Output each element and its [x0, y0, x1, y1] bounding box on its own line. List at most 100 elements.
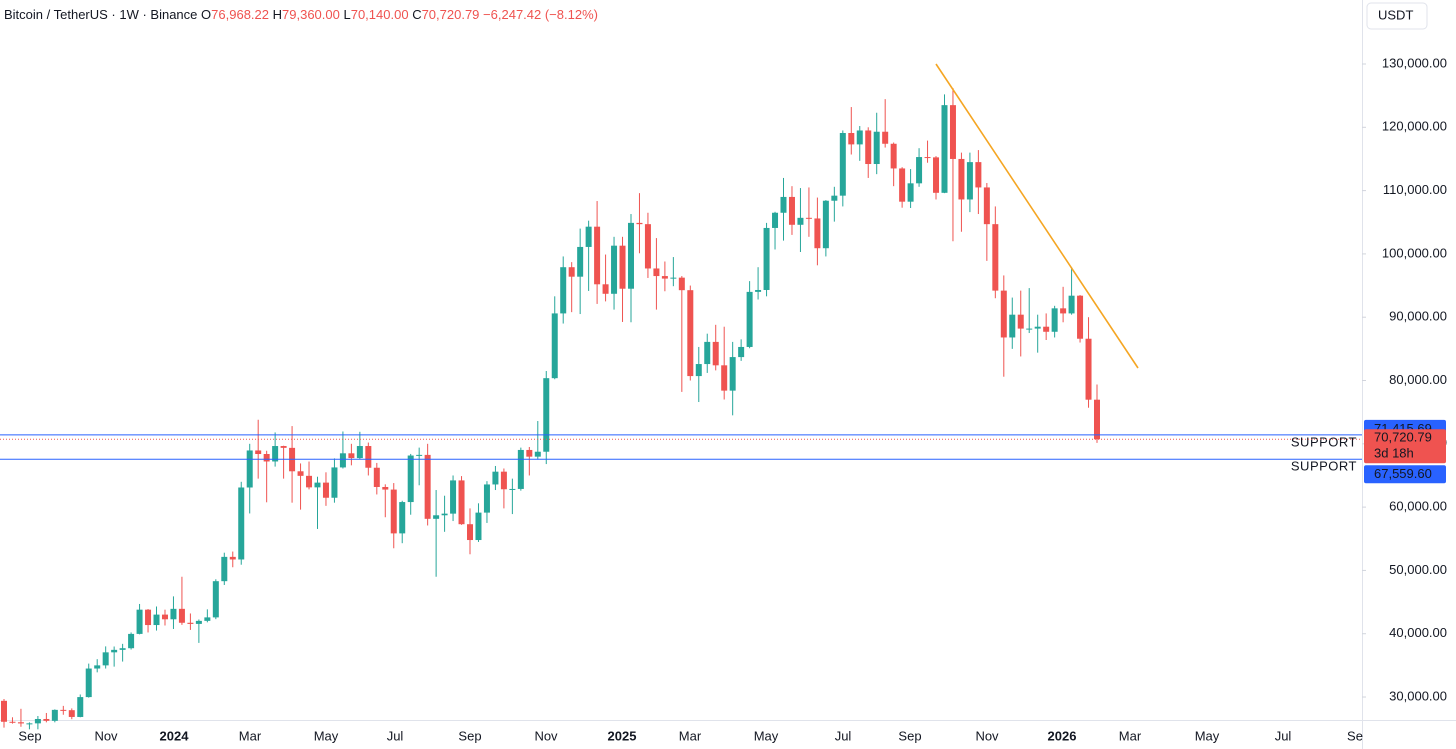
candle-body	[619, 245, 626, 289]
countdown-label: 3d 18h	[1374, 446, 1414, 461]
candle-body	[229, 556, 236, 560]
support-label: SUPPORT	[1291, 434, 1357, 449]
candle-body	[594, 226, 601, 285]
y-tick-label: 120,000.00	[1382, 119, 1447, 134]
x-tick-label: Se	[1347, 728, 1363, 743]
candle-body	[407, 455, 414, 503]
x-tick-label: 2024	[160, 728, 190, 743]
candle-body	[534, 451, 541, 457]
y-tick-label: 110,000.00	[1383, 182, 1447, 197]
candle-body	[602, 284, 609, 294]
candle-body	[1009, 314, 1016, 338]
header-text: Bitcoin / TetherUS · 1W · Binance	[4, 7, 197, 22]
candle-body	[450, 480, 457, 514]
y-tick-label: 60,000.00	[1389, 499, 1447, 514]
candle-body	[1068, 295, 1075, 314]
candle-body	[729, 357, 736, 391]
candle-body	[314, 482, 321, 488]
x-tick-label: Jul	[387, 728, 404, 743]
candle-body	[390, 489, 397, 534]
candle-body	[738, 346, 745, 358]
x-tick-label: Sep	[18, 728, 41, 743]
candle-body	[322, 482, 329, 498]
candle-body	[9, 721, 16, 723]
y-tick-label: 30,000.00	[1389, 688, 1447, 703]
candle-body	[416, 454, 423, 456]
candle-body	[51, 709, 58, 721]
candle-body	[153, 614, 160, 626]
candle-body	[856, 130, 863, 145]
x-tick-label: Mar	[679, 728, 702, 743]
candle-body	[627, 222, 634, 289]
candle-body	[246, 450, 253, 488]
header-text: L	[343, 7, 350, 22]
candle-body	[467, 524, 474, 541]
candle-body	[975, 162, 982, 188]
candle-body	[178, 608, 185, 623]
candle-body	[611, 245, 618, 294]
candle-body	[755, 289, 762, 292]
candle-body	[187, 622, 194, 624]
price-tag	[1364, 429, 1446, 464]
candle-body	[1060, 308, 1067, 314]
candle-body	[890, 143, 897, 169]
candle-body	[306, 475, 313, 488]
candle-body	[263, 454, 270, 462]
candle-body	[526, 449, 533, 457]
candle-body	[678, 277, 685, 291]
candle-body	[441, 513, 448, 516]
candle-body	[119, 648, 126, 650]
candle-body	[916, 157, 923, 184]
candle-body	[399, 502, 406, 534]
price-tag-label: 70,720.79	[1374, 430, 1432, 445]
header-text: 70,720.79	[422, 7, 480, 22]
candle-body	[1, 700, 7, 722]
candle-body	[509, 488, 516, 490]
candle-body	[1094, 399, 1100, 440]
candle-body	[670, 277, 677, 279]
candle-body	[1034, 326, 1041, 329]
candle-body	[704, 341, 711, 365]
candle-body	[644, 224, 651, 269]
candle-body	[356, 446, 363, 459]
x-tick-label: 2025	[608, 728, 637, 743]
candle-body	[568, 267, 575, 277]
candle-body	[26, 723, 33, 725]
y-tick-label: 130,000.00	[1382, 55, 1447, 70]
candle-body	[1000, 290, 1007, 338]
header-text: 76,968.22	[211, 7, 269, 22]
candle-body	[60, 709, 67, 711]
header: Bitcoin / TetherUS · 1W · Binance O76,96…	[4, 7, 598, 22]
candle-body	[1026, 328, 1033, 330]
candle-body	[483, 484, 490, 513]
candle-body	[77, 697, 84, 717]
candle-body	[585, 226, 592, 247]
candle-body	[161, 614, 168, 620]
x-tick-label: May	[314, 728, 339, 743]
y-tick-label: 100,000.00	[1382, 245, 1447, 260]
candle-body	[195, 620, 202, 624]
x-tick-label: May	[754, 728, 779, 743]
candle-body	[814, 218, 821, 249]
x-tick-label: Nov	[94, 728, 118, 743]
candle-body	[373, 467, 380, 487]
candle-body	[102, 652, 109, 666]
candle-body	[687, 290, 694, 377]
candle-body	[839, 132, 846, 196]
candle-body	[111, 649, 118, 653]
candle-body	[68, 710, 75, 717]
candle-body	[272, 446, 279, 462]
candle-body	[780, 196, 787, 213]
candle-body	[517, 449, 524, 489]
header-text: 79,360.00	[282, 7, 340, 22]
candle-body	[212, 581, 219, 618]
price-tag	[1364, 465, 1446, 484]
candle-body	[746, 291, 753, 347]
candle-body	[280, 446, 287, 448]
x-tick-label: Jul	[835, 728, 852, 743]
candle-body	[848, 132, 855, 145]
x-tick-label: Mar	[239, 728, 262, 743]
x-tick-label: Mar	[1119, 728, 1142, 743]
candle-body	[983, 187, 990, 225]
